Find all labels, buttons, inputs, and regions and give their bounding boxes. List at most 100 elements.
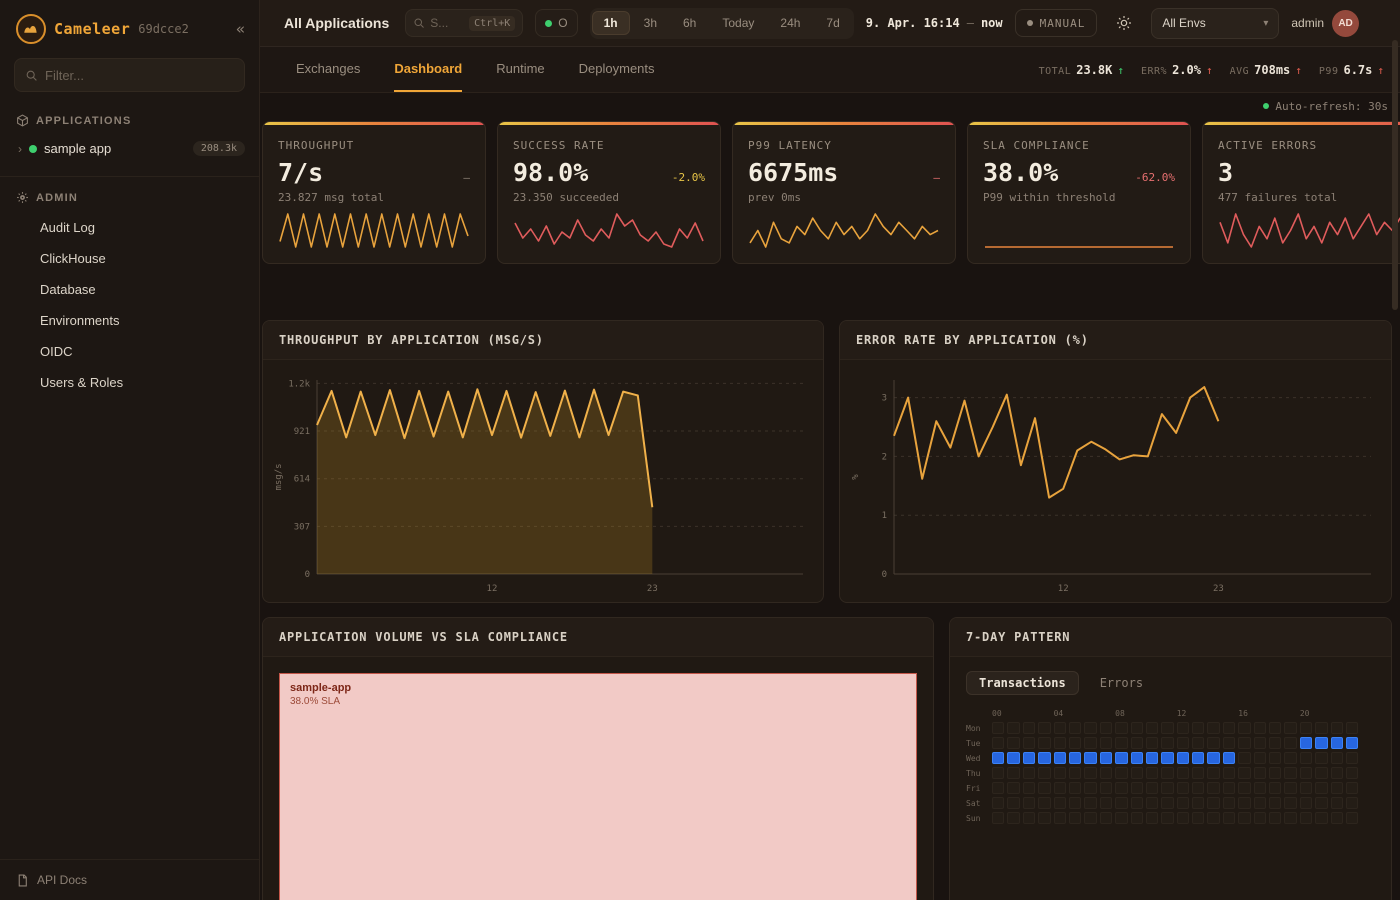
heatmap-cell: [1223, 752, 1235, 764]
range-button-7d[interactable]: 7d: [814, 11, 851, 35]
sidebar-filter[interactable]: [14, 58, 245, 92]
kpi-row: THROUGHPUT 7/s – 23.827 msg total SUCCES…: [262, 121, 1392, 264]
heatmap-cell: [992, 737, 1004, 749]
heatmap-cell: [1007, 752, 1019, 764]
heatmap-cell: [1115, 722, 1127, 734]
svg-text:614: 614: [294, 475, 310, 485]
heatmap-hour-label: [1161, 709, 1173, 718]
theme-toggle-button[interactable]: [1109, 8, 1139, 38]
heatmap-cell: [1331, 812, 1343, 824]
heatmap-hour-label: [1007, 709, 1019, 718]
status-dot-icon: [29, 145, 37, 153]
api-docs-link[interactable]: API Docs: [0, 859, 259, 900]
range-button-6h[interactable]: 6h: [671, 11, 708, 35]
heatmap-cell: [1192, 782, 1204, 794]
heatmap-row: Mon: [966, 722, 1375, 734]
date-range-display[interactable]: 9. Apr. 16:14 — now: [866, 16, 1003, 30]
heatmap-cell: [1300, 752, 1312, 764]
panel-title: THROUGHPUT BY APPLICATION (MSG/S): [263, 321, 823, 360]
heatmap-hour-label: [1100, 709, 1112, 718]
scrollbar-thumb[interactable]: [1392, 40, 1398, 310]
heatmap-cell: [1038, 782, 1050, 794]
sidebar-item-users-roles[interactable]: Users & Roles: [0, 367, 259, 398]
heatmap-cell: [1207, 797, 1219, 809]
sidebar-item-sample-app[interactable]: › sample app 208.3k: [0, 135, 259, 162]
app-name: sample app: [44, 141, 111, 156]
build-id: 69dcce2: [138, 22, 189, 36]
heatmap-cell: [1146, 782, 1158, 794]
heatmap-hour-label: [1038, 709, 1050, 718]
heatmap-hour-label: 16: [1238, 709, 1250, 718]
range-button-1h[interactable]: 1h: [592, 11, 630, 35]
heatmap-cell: [1100, 782, 1112, 794]
kpi-delta: -62.0%: [1135, 171, 1175, 184]
kpi-card-p99-latency: P99 LATENCY 6675ms – prev 0ms: [732, 121, 956, 264]
sparkline-chart: [748, 211, 940, 251]
heatmap-cell: [1192, 812, 1204, 824]
sidebar-item-environments[interactable]: Environments: [0, 305, 259, 336]
heatmap-cell: [992, 767, 1004, 779]
sidebar-item-clickhouse[interactable]: ClickHouse: [0, 243, 259, 274]
range-button-3h[interactable]: 3h: [632, 11, 669, 35]
svg-text:12: 12: [1058, 584, 1069, 594]
up-arrow-icon: ↑: [1377, 64, 1384, 77]
heatmap-row: Fri: [966, 782, 1375, 794]
pattern-tab-transactions[interactable]: Transactions: [966, 671, 1079, 695]
heatmap-cell: [1177, 752, 1189, 764]
avatar: AD: [1332, 10, 1359, 37]
heatmap-cell: [1238, 797, 1250, 809]
search-input[interactable]: [430, 16, 456, 30]
sidebar-collapse-icon[interactable]: «: [236, 20, 245, 38]
range-button-today[interactable]: Today: [710, 11, 766, 35]
bottom-row: APPLICATION VOLUME VS SLA COMPLIANCE sam…: [262, 617, 1392, 900]
user-menu[interactable]: admin AD: [1291, 10, 1359, 37]
gear-icon: [16, 191, 29, 204]
tab-deployments[interactable]: Deployments: [579, 47, 655, 92]
global-search[interactable]: Ctrl+K: [405, 9, 523, 37]
sidebar-item-audit-log[interactable]: Audit Log: [0, 212, 259, 243]
range-button-24h[interactable]: 24h: [768, 11, 812, 35]
heatmap-cell: [1192, 752, 1204, 764]
kpi-delta: –: [933, 171, 940, 184]
heatmap-cell: [1223, 782, 1235, 794]
heatmap-cell: [1331, 767, 1343, 779]
tab-dashboard[interactable]: Dashboard: [394, 47, 462, 92]
heatmap-hour-label: [1346, 709, 1358, 718]
heatmap-cell: [1131, 722, 1143, 734]
heatmap-cell: [1069, 737, 1081, 749]
admin-section-header: ADMIN: [0, 177, 259, 212]
heatmap-cell: [1315, 737, 1327, 749]
sidebar-item-oidc[interactable]: OIDC: [0, 336, 259, 367]
heatmap-cell: [1177, 782, 1189, 794]
kpi-subtext: 477 failures total: [1218, 191, 1400, 204]
sidebar-item-database[interactable]: Database: [0, 274, 259, 305]
heatmap-cell: [1023, 767, 1035, 779]
heatmap-day-label: Sat: [966, 799, 992, 808]
online-dot-icon: [545, 20, 552, 27]
heatmap-cell: [1100, 797, 1112, 809]
heatmap-cell: [1023, 722, 1035, 734]
heatmap-hour-label: [1269, 709, 1281, 718]
heatmap-cell: [1300, 797, 1312, 809]
gradient-topline: [498, 122, 720, 125]
heatmap-day-label: Thu: [966, 769, 992, 778]
kpi-card-active-errors: ACTIVE ERRORS 3 – 477 failures total: [1202, 121, 1400, 264]
tab-exchanges[interactable]: Exchanges: [296, 47, 360, 92]
environment-select[interactable]: All Envs ▾: [1151, 8, 1279, 39]
heatmap-cell: [1254, 737, 1266, 749]
panel-title: 7-DAY PATTERN: [950, 618, 1391, 657]
throughput-area-chart: 03076149211.2k1223msg/s: [269, 368, 817, 600]
filter-input[interactable]: [45, 68, 234, 83]
header-stats: TOTAL 23.8K ↑ ERR% 2.0% ↑ AVG 708ms ↑ P9…: [1039, 47, 1384, 92]
heatmap-cell: [1269, 722, 1281, 734]
heatmap-cell: [1223, 767, 1235, 779]
heatmap-cell: [1346, 812, 1358, 824]
up-arrow-icon: ↑: [1295, 64, 1302, 77]
tab-runtime[interactable]: Runtime: [496, 47, 544, 92]
heatmap-hour-label: 04: [1054, 709, 1066, 718]
treemap-cell-sample-app[interactable]: sample-app 38.0% SLA: [279, 673, 917, 900]
pattern-tab-errors[interactable]: Errors: [1087, 671, 1156, 695]
manual-refresh-button[interactable]: MANUAL: [1015, 9, 1098, 37]
heatmap-cell: [1254, 752, 1266, 764]
heatmap-cell: [1192, 767, 1204, 779]
